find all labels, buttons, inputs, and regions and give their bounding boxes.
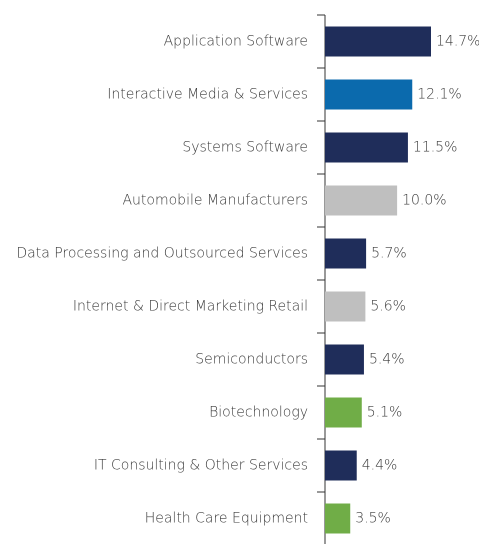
category-label: Semiconductors <box>195 352 308 368</box>
value-label: 5.4% <box>369 352 405 368</box>
value-label: 5.7% <box>371 246 407 262</box>
bar <box>325 185 398 216</box>
value-label: 5.1% <box>367 405 403 421</box>
category-label: Automobile Manufacturers <box>122 193 308 209</box>
category-label: Health Care Equipment <box>145 511 308 527</box>
bar <box>325 344 364 375</box>
category-label: Data Processing and Outsourced Services <box>16 246 308 262</box>
category-label: Application Software <box>164 34 308 50</box>
value-label: 4.4% <box>362 458 398 474</box>
value-label: 5.6% <box>370 299 406 315</box>
bar <box>325 238 367 269</box>
category-label: IT Consulting & Other Services <box>94 458 308 474</box>
category-label: Systems Software <box>182 140 308 156</box>
bar <box>325 132 408 163</box>
value-label: 10.0% <box>402 193 446 209</box>
value-label: 11.5% <box>413 140 457 156</box>
bar <box>325 397 362 428</box>
category-label: Interactive Media & Services <box>107 87 308 103</box>
category-label: Internet & Direct Marketing Retail <box>73 299 308 315</box>
bar <box>325 450 357 481</box>
bar <box>325 79 413 110</box>
bar <box>325 503 351 534</box>
category-label: Biotechnology <box>209 405 308 421</box>
value-label: 14.7% <box>436 34 479 50</box>
value-label: 3.5% <box>355 511 391 527</box>
value-label: 12.1% <box>417 87 461 103</box>
bar <box>325 26 431 57</box>
bar <box>325 291 366 322</box>
